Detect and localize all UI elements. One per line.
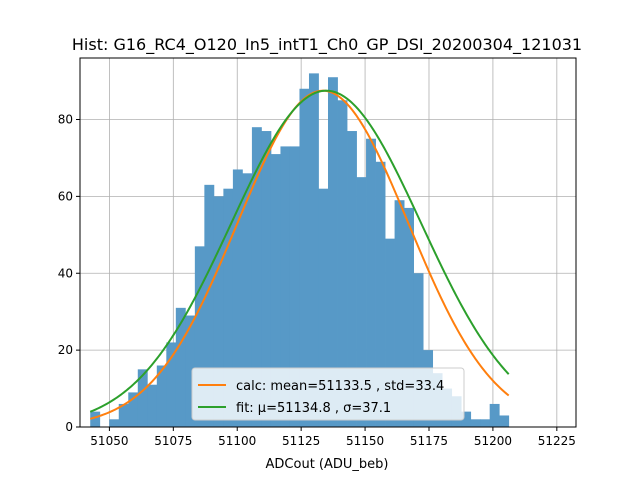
y-axis-ticks: 0 20 40 60 80 <box>58 113 80 434</box>
histogram-bar <box>156 365 167 427</box>
y-tick-label: 20 <box>58 343 73 357</box>
fit-gaussian-curve <box>89 89 510 413</box>
axes-frame <box>79 57 577 428</box>
histogram-bar <box>308 73 319 427</box>
legend-label-fit: fit: μ=51134.8 , σ=37.1 <box>236 401 391 416</box>
y-tick-label: 0 <box>65 420 73 434</box>
histogram-bar <box>232 169 243 427</box>
histogram-bar <box>413 273 424 427</box>
histogram-bar <box>270 154 281 427</box>
histogram-bar <box>461 411 472 427</box>
x-axis-label: ADCout (ADU_beb) <box>266 457 389 472</box>
histogram-bar <box>242 173 253 427</box>
histogram-bar <box>318 188 329 427</box>
plot-frame <box>79 57 577 428</box>
histogram-bar <box>375 161 386 427</box>
histogram-bar <box>356 177 367 427</box>
x-tick-label: 51225 <box>538 434 576 448</box>
histogram-bar <box>109 419 120 427</box>
histogram-bar <box>480 419 491 427</box>
histogram-bar <box>347 131 357 427</box>
x-axis-ticks: 51050 51075 51100 51125 51150 51175 51200 51225 <box>90 427 576 448</box>
histogram-bar <box>213 196 224 427</box>
y-tick-label: 60 <box>58 189 73 203</box>
y-tick-label: 80 <box>58 113 73 127</box>
histogram-bar <box>489 403 500 427</box>
histogram-bar <box>261 131 272 427</box>
histogram-bar <box>147 384 158 427</box>
histogram-bars <box>90 73 510 427</box>
histogram-bar <box>166 342 177 427</box>
histogram-bar <box>470 419 481 427</box>
histogram-bar <box>499 415 510 427</box>
histogram-bar <box>118 403 129 427</box>
legend-label-calc: calc: mean=51133.5 , std=33.4 <box>236 379 444 394</box>
histogram-bar <box>299 88 310 427</box>
y-tick-label: 40 <box>58 266 73 280</box>
legend: calc: mean=51133.5 , std=33.4 fit: μ=511… <box>191 367 465 421</box>
x-tick-label: 51175 <box>410 434 448 448</box>
x-tick-label: 51125 <box>282 434 320 448</box>
histogram-bar <box>204 184 215 427</box>
histogram-bar <box>394 200 405 427</box>
histogram-bar <box>90 411 101 427</box>
histogram-bar <box>366 138 376 427</box>
histogram-bar <box>385 238 395 427</box>
x-tick-label: 51200 <box>474 434 512 448</box>
chart-title: Hist: G16_RC4_O120_In5_intT1_Ch0_GP_DSI_… <box>72 35 582 55</box>
histogram-bar <box>328 77 338 427</box>
histogram-bar <box>128 392 139 427</box>
histogram-bar <box>289 146 300 427</box>
histogram-bar <box>337 100 348 427</box>
x-tick-label: 51050 <box>90 434 128 448</box>
histogram-bar <box>175 307 186 427</box>
histogram-bar <box>194 246 205 427</box>
histogram-bar <box>404 207 414 427</box>
x-tick-label: 51100 <box>218 434 256 448</box>
x-tick-label: 51075 <box>154 434 192 448</box>
histogram-bar <box>251 127 262 427</box>
legend-box <box>191 367 465 421</box>
gaussian-curves <box>89 89 510 420</box>
x-tick-label: 51150 <box>346 434 384 448</box>
histogram-bar <box>280 146 291 427</box>
histogram-bar <box>223 188 234 427</box>
histogram-bar <box>137 369 148 427</box>
histogram-bar <box>185 315 196 427</box>
